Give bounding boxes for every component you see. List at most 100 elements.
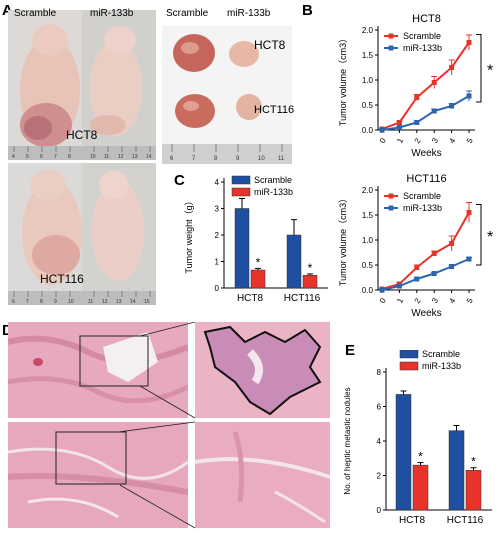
chart-c-ytick-label-1: 1	[215, 258, 220, 267]
chart-b-hct116-xtick-label-4: 4	[447, 296, 457, 305]
chart-b-hct8-series-0-line	[381, 41, 470, 130]
chart-b-hct8-series-0-point-1	[396, 120, 402, 125]
chart-b-hct8-legend-marker-0	[388, 33, 394, 39]
chart-b-hct8-series-0-point-3	[431, 80, 437, 85]
chart-b-hct116-series-1-point-0	[379, 287, 385, 293]
chart-b-hct116-series-0-line	[381, 212, 470, 290]
chart-b-hct8-xtick-label-0: 0	[378, 136, 388, 145]
chart-b-hct8-ytick-label-3: 1.5	[362, 51, 374, 60]
chart-e-sig-star-1: *	[471, 455, 476, 469]
chart-e-category-label-0: HCT8	[399, 515, 426, 526]
chart-b-hct8-xtick-label-2: 2	[413, 136, 423, 145]
chart-b-hct116-xtick-label-0: 0	[378, 296, 388, 305]
chart-b-hct116-ytick-label-4: 2.0	[362, 186, 374, 195]
chart-b-hct116-series-1-point-2	[414, 276, 420, 282]
chart-b-hct8-xtick-label-3: 3	[430, 136, 440, 145]
chart-b-hct8-sig-bracket	[476, 34, 482, 103]
mice-label-scramble: Scramble	[14, 8, 57, 19]
chart-b-hct8-series-1-line	[381, 95, 470, 131]
chart-b-hct116-series-0-point-4	[449, 241, 455, 246]
chart-c-bar-1-1	[302, 275, 318, 289]
panel-letter-a: A	[2, 2, 13, 19]
histology-top-left	[8, 322, 188, 418]
ruler-mice-bottom-4: 10	[68, 299, 74, 305]
mice-tag-hct8: HCT8	[66, 128, 98, 142]
chart-b-hct8-series-0-point-2	[414, 95, 420, 100]
chart-b-hct116-ytick-label-3: 1.5	[362, 211, 374, 220]
chart-e-ytick-label-2: 4	[377, 437, 382, 446]
chart-e-bar-0-1	[448, 430, 465, 511]
chart-c-legend-label-0: Scramble	[254, 175, 292, 185]
chart-b-hct116-legend-label-0: Scramble	[403, 191, 441, 201]
chart-b-hct8-series-1-point-5	[466, 93, 472, 99]
ruler-mice-bottom-7: 13	[116, 299, 122, 305]
chart-e-ytick-label-0: 0	[377, 506, 382, 515]
chart-b-hct8-ytick-label-0: 0.0	[362, 126, 374, 135]
chart-c-bar-0-0	[234, 208, 250, 289]
chart-c-ytick-label-3: 3	[215, 205, 220, 214]
ruler-mice-top-1: 5	[26, 154, 29, 160]
tumor-label-mir: miR-133b	[227, 8, 271, 19]
chart-b-hct116-series-1-point-1	[396, 283, 402, 289]
chart-e-ylabel: No. of heptic metastic nodules	[343, 387, 352, 494]
ruler-mice-bottom-3: 9	[54, 299, 57, 305]
chart-e-metastatic-nodules: 0 2 4 6 8 No. of heptic metastic nodules HCT8 *…	[343, 350, 492, 526]
chart-b-hct8-legend-label-0: Scramble	[403, 31, 441, 41]
ruler-mice-top-6: 11	[104, 154, 109, 160]
chart-b-hct8-xtick-label-5: 5	[465, 136, 475, 145]
chart-b-hct8-series-1-point-1	[396, 125, 402, 130]
chart-c-category-label-0: HCT8	[237, 293, 264, 304]
chart-b-hct116-series-1-point-4	[449, 264, 455, 269]
chart-e-bar-1-1	[465, 470, 482, 511]
chart-b-hct116-xtick-label-3: 3	[430, 296, 440, 305]
chart-e-category-label-1: HCT116	[447, 515, 484, 526]
mice-photo-hct8-drawing: 4 5 6 7 8 10 11 12 13 14	[8, 10, 156, 160]
chart-b-hct8-xtick-label-1: 1	[395, 136, 405, 145]
ruler-tumor-0: 6	[170, 156, 174, 162]
mice-photo-hct116: 6 7 8 9 10 11 12 13 14 15	[8, 163, 156, 305]
ruler-mice-bottom-6: 12	[102, 299, 108, 305]
histology-top-right-drawing	[195, 322, 330, 418]
chart-b-hct8-ylabel: Tumor volume（cm3）	[338, 34, 348, 126]
chart-b-hct116-xtick-label-2: 2	[413, 296, 423, 305]
chart-b-hct116-title: HCT116	[406, 173, 446, 185]
tumor-tag-hct8: HCT8	[254, 38, 286, 52]
mice-bottom-ruler-labels: 6 7 8 9 10 11 12 13 14 15	[12, 299, 150, 305]
chart-c-bar-0-1	[286, 234, 302, 289]
chart-c-sig-star-0: *	[256, 255, 261, 269]
ruler-tumor-1: 7	[192, 156, 196, 162]
ruler-mice-bottom-5: 11	[88, 299, 93, 305]
chart-b-hct8-legend-marker-1	[388, 45, 394, 51]
chart-b-hct116-series-0-point-5	[466, 210, 472, 215]
histology-bottom-right-drawing	[195, 422, 330, 528]
chart-b-hct8-ytick-label-1: 0.5	[362, 101, 374, 110]
panel-letter-c: C	[174, 172, 185, 189]
chart-c-category-label-1: HCT116	[284, 293, 321, 304]
zoom-connector-lines	[120, 322, 196, 529]
ruler-mice-bottom-0: 6	[12, 299, 15, 305]
chart-e-sig-star-0: *	[418, 450, 423, 464]
ruler-tumor-5: 11	[278, 156, 285, 162]
chart-c-ytick-label-4: 4	[215, 178, 220, 187]
ruler-mice-bottom-1: 7	[26, 299, 29, 305]
chart-b-hct116-series-1-point-5	[466, 256, 472, 262]
chart-b-hct8-xtick-label-4: 4	[447, 136, 457, 145]
chart-b-hct116-legend-label-1: miR-133b	[403, 203, 442, 213]
chart-e-bar-1-0	[412, 464, 429, 511]
ruler-mice-top-4: 8	[68, 154, 71, 160]
mice-label-mir: miR-133b	[90, 8, 134, 19]
chart-b-hct116-ylabel: Tumor volume（cm3）	[338, 194, 348, 286]
tumor-label-scramble: Scramble	[166, 8, 209, 19]
chart-b-hct8-xlabel: Weeks	[411, 148, 441, 159]
chart-c-tumor-weight: 0 1 2 3 4 Tumor weight（g） HCT8 * HCT116 * Scramble…	[184, 175, 328, 304]
chart-e-legend-label-1: miR-133b	[422, 361, 461, 371]
ruler-tumor-4: 10	[258, 156, 265, 162]
chart-e-ytick-label-1: 2	[377, 472, 382, 481]
histology-bottom-left	[8, 422, 188, 528]
chart-b-hct116-sig-star: *	[487, 229, 493, 246]
histology-top-right	[195, 322, 330, 418]
chart-b-hct116-xtick-label-1: 1	[395, 296, 405, 305]
ruler-mice-top-5: 10	[90, 154, 96, 160]
ruler-mice-top-0: 4	[12, 154, 15, 160]
chart-c-sig-star-1: *	[308, 261, 313, 275]
